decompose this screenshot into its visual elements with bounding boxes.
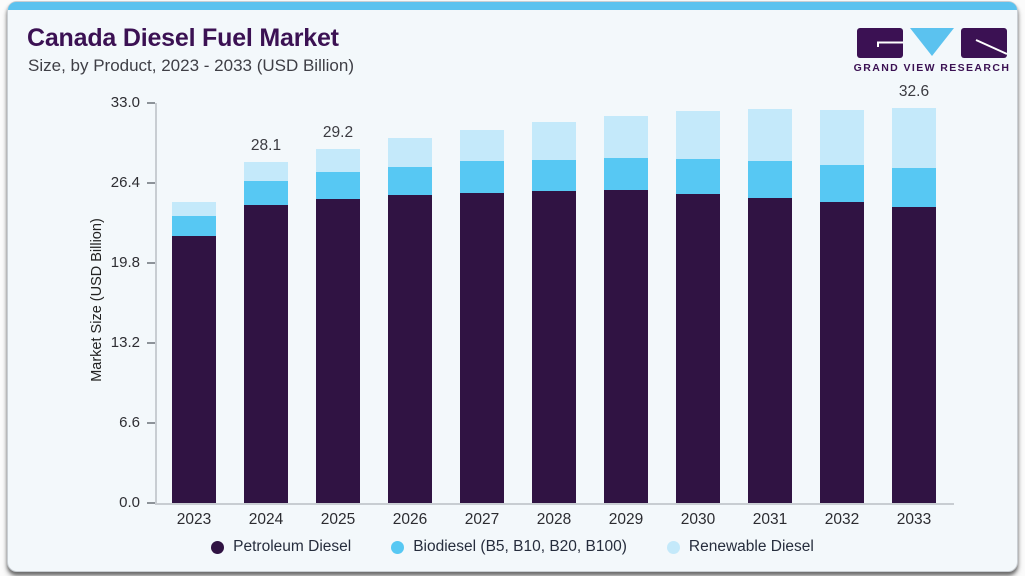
y-tick-mark <box>147 422 155 424</box>
y-tick-label: 6.6 <box>119 414 140 431</box>
bar-segment-petroleum <box>244 204 288 503</box>
bar-segment-biodiesel <box>604 157 648 191</box>
bar-segment-renewable <box>460 129 504 162</box>
bar-segment-petroleum <box>892 207 936 503</box>
bar-segment-renewable <box>748 109 792 162</box>
y-tick-label: 13.2 <box>110 334 140 351</box>
bar-segment-renewable <box>604 116 648 158</box>
x-axis-label: 2033 <box>896 511 932 528</box>
bar-total-label: 32.6 <box>898 82 930 100</box>
bar-segment-petroleum <box>748 197 792 503</box>
bar-segment-biodiesel <box>388 167 432 196</box>
bar-segment-petroleum <box>676 193 720 503</box>
y-tick-label: 19.8 <box>110 254 140 271</box>
bar-segment-petroleum <box>316 198 360 503</box>
bar-segment-biodiesel <box>460 161 504 193</box>
bar-segment-renewable <box>388 138 432 168</box>
legend-label: Renewable Diesel <box>688 538 814 555</box>
bar-segment-biodiesel <box>676 158 720 194</box>
bar-total-label: 29.2 <box>322 124 354 142</box>
legend-item: Petroleum Diesel <box>211 538 351 556</box>
bar-segment-renewable <box>316 149 360 173</box>
legend-label: Biodiesel (B5, B10, B20, B100) <box>413 538 627 555</box>
y-tick-mark <box>147 502 155 504</box>
accent-top-bar <box>8 2 1017 10</box>
bar-segment-renewable <box>172 202 216 216</box>
page-subtitle: Size, by Product, 2023 - 2033 (USD Billi… <box>28 56 354 75</box>
x-axis-label: 2026 <box>392 511 428 528</box>
bar-segment-renewable <box>532 122 576 160</box>
y-tick-label: 33.0 <box>110 94 140 111</box>
legend-item: Renewable Diesel <box>666 538 814 556</box>
bar-segment-petroleum <box>172 236 216 503</box>
bar-segment-biodiesel <box>820 164 864 203</box>
y-tick-mark <box>147 342 155 344</box>
x-axis-label: 2024 <box>248 511 284 528</box>
legend-swatch-icon <box>666 540 680 554</box>
bar-segment-renewable <box>892 107 936 169</box>
logo-text: GRAND VIEW RESEARCH <box>854 62 1010 74</box>
legend-item: Biodiesel (B5, B10, B20, B100) <box>391 538 627 556</box>
y-tick-mark <box>147 182 155 184</box>
x-axis-label: 2030 <box>680 511 716 528</box>
bar-segment-renewable <box>676 111 720 159</box>
legend-swatch-icon <box>391 540 405 554</box>
x-axis-label: 2032 <box>824 511 860 528</box>
bar-segment-biodiesel <box>316 172 360 199</box>
chart-card: Canada Diesel Fuel Market Size, by Produ… <box>7 1 1018 572</box>
x-axis-line <box>155 503 954 505</box>
y-tick-mark <box>147 102 155 104</box>
y-axis-title: Market Size (USD Billion) <box>89 218 105 382</box>
bar-segment-biodiesel <box>532 159 576 192</box>
logo-mark-icon <box>857 28 1008 58</box>
bar-segment-renewable <box>244 162 288 181</box>
bar-segment-renewable <box>820 110 864 165</box>
bar-segment-biodiesel <box>748 161 792 198</box>
bar-segment-petroleum <box>820 202 864 503</box>
bar-segment-petroleum <box>460 192 504 503</box>
x-axis-label: 2025 <box>320 511 356 528</box>
legend-label: Petroleum Diesel <box>233 538 352 555</box>
bar-segment-biodiesel <box>172 215 216 237</box>
x-axis-label: 2028 <box>536 511 572 528</box>
y-tick-label: 26.4 <box>110 174 140 191</box>
bar-segment-biodiesel <box>892 168 936 208</box>
x-axis-label: 2031 <box>752 511 788 528</box>
y-tick-mark <box>147 262 155 264</box>
x-axis-label: 2023 <box>176 511 212 528</box>
grand-view-research-logo: GRAND VIEW RESEARCH <box>854 28 1010 74</box>
y-axis-line <box>155 103 157 503</box>
y-tick-label: 0.0 <box>119 494 140 511</box>
bar-segment-petroleum <box>532 191 576 503</box>
bar-segment-petroleum <box>604 190 648 503</box>
x-axis-label: 2029 <box>608 511 644 528</box>
bar-total-label: 28.1 <box>250 137 282 155</box>
bar-segment-petroleum <box>388 195 432 503</box>
bar-segment-biodiesel <box>244 180 288 205</box>
page-title: Canada Diesel Fuel Market <box>27 24 339 52</box>
x-axis-label: 2027 <box>464 511 500 528</box>
chart-legend: Petroleum Diesel Biodiesel (B5, B10, B20,… <box>8 538 1017 556</box>
legend-swatch-icon <box>211 540 225 554</box>
